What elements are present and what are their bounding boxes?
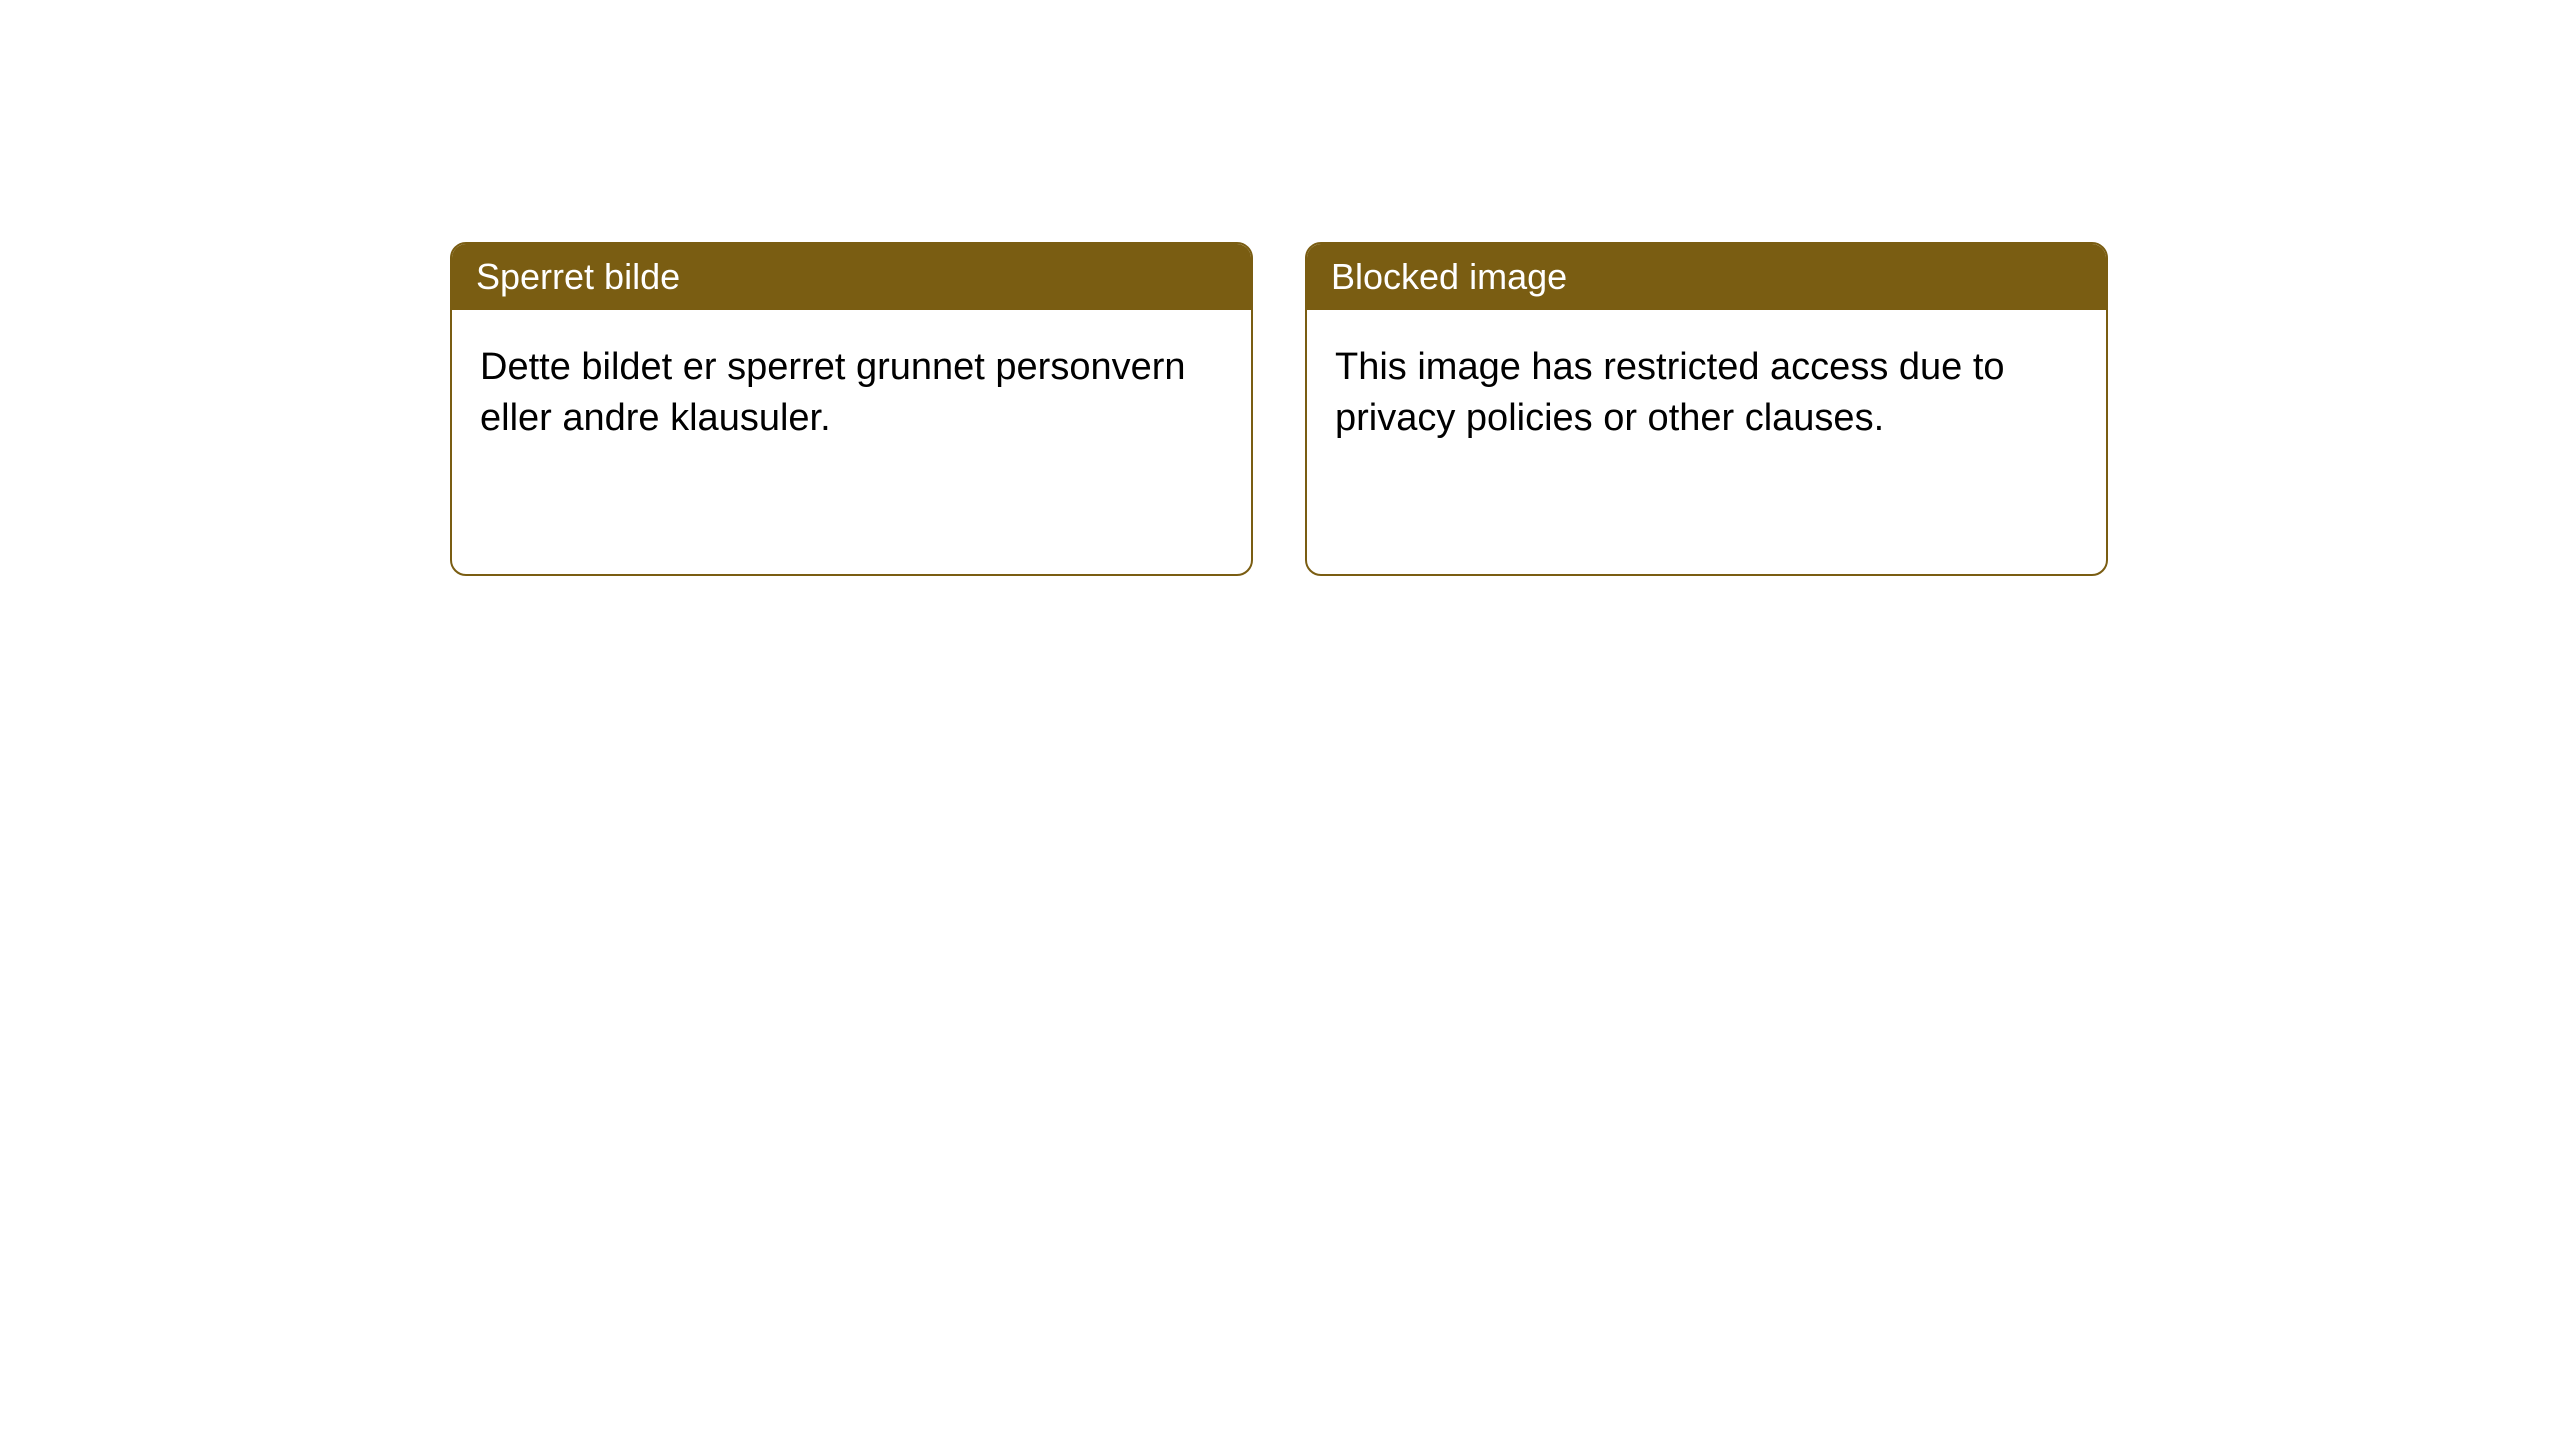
card-title: Sperret bilde	[476, 256, 680, 297]
card-header: Blocked image	[1307, 244, 2106, 310]
card-english: Blocked image This image has restricted …	[1305, 242, 2108, 576]
card-body-text: Dette bildet er sperret grunnet personve…	[480, 346, 1186, 439]
card-norwegian: Sperret bilde Dette bildet er sperret gr…	[450, 242, 1253, 576]
card-body: This image has restricted access due to …	[1307, 310, 2106, 477]
card-title: Blocked image	[1331, 256, 1567, 297]
cards-container: Sperret bilde Dette bildet er sperret gr…	[450, 242, 2108, 576]
card-body-text: This image has restricted access due to …	[1335, 346, 2005, 439]
card-body: Dette bildet er sperret grunnet personve…	[452, 310, 1251, 477]
card-header: Sperret bilde	[452, 244, 1251, 310]
